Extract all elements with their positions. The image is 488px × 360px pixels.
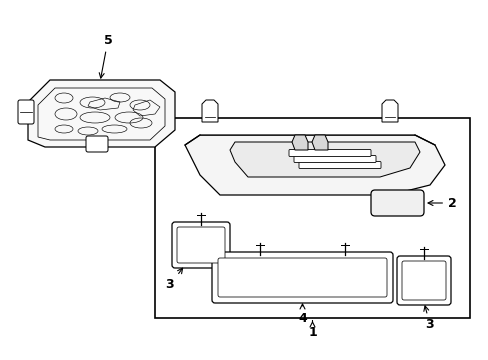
Polygon shape [28, 80, 175, 147]
FancyBboxPatch shape [212, 252, 392, 303]
FancyBboxPatch shape [288, 149, 370, 157]
Text: 3: 3 [165, 268, 182, 292]
FancyBboxPatch shape [18, 100, 34, 124]
FancyBboxPatch shape [396, 256, 450, 305]
Polygon shape [184, 135, 444, 195]
Text: 2: 2 [427, 197, 456, 210]
Bar [155, 118, 469, 318]
Text: 3: 3 [423, 306, 433, 332]
FancyBboxPatch shape [172, 222, 229, 268]
FancyBboxPatch shape [293, 156, 375, 162]
Polygon shape [311, 135, 327, 150]
Text: 1: 1 [307, 321, 316, 339]
Polygon shape [291, 135, 307, 150]
Polygon shape [381, 100, 397, 122]
Text: 4: 4 [298, 304, 306, 324]
Polygon shape [229, 142, 419, 177]
FancyBboxPatch shape [298, 162, 380, 168]
FancyBboxPatch shape [177, 227, 224, 263]
FancyBboxPatch shape [401, 261, 445, 300]
FancyBboxPatch shape [218, 258, 386, 297]
FancyBboxPatch shape [86, 136, 108, 152]
Polygon shape [202, 100, 218, 122]
FancyBboxPatch shape [370, 190, 423, 216]
Text: 5: 5 [99, 33, 112, 78]
